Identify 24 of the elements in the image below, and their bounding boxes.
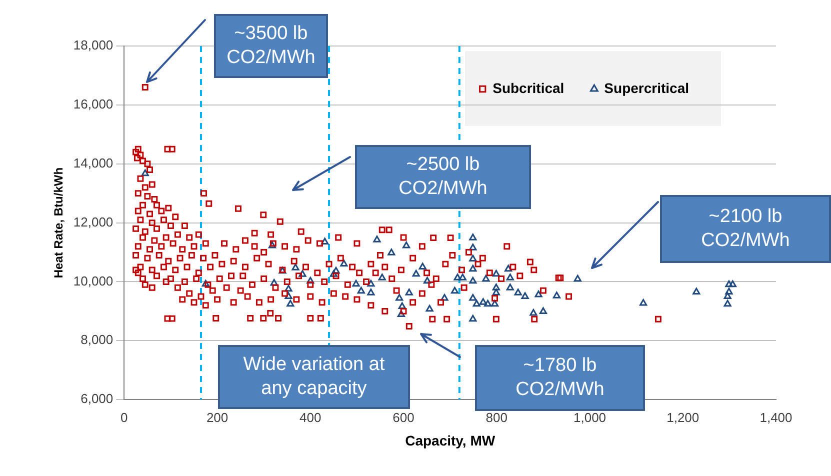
- y-tick-label: 16,000: [73, 96, 114, 112]
- x-tick-label: 1,200: [666, 410, 700, 425]
- x-axis-title: Capacity, MW: [405, 432, 496, 448]
- x-tick-label: 200: [206, 410, 228, 425]
- x-tick-label: 800: [486, 410, 508, 425]
- callout-box: ~2500 lb CO2/MWh: [355, 145, 531, 209]
- y-axis-title: Heat Rate, Btu/kWh: [52, 167, 66, 278]
- x-tick-label: 600: [392, 410, 414, 425]
- y-tick-label: 10,000: [73, 273, 114, 288]
- x-tick-label: 1,400: [760, 410, 792, 425]
- y-tick-label: 8,000: [80, 332, 114, 348]
- callout-box: ~1780 lb CO2/MWh: [475, 345, 645, 411]
- x-tick-label: 400: [300, 410, 322, 425]
- legend-label: Subcritical: [492, 80, 564, 96]
- callout-box: Wide variation at any capacity: [218, 345, 410, 409]
- y-tick-label: 18,000: [73, 38, 114, 53]
- y-tick-label: 6,000: [80, 391, 114, 406]
- x-tick-label: 0: [120, 410, 128, 425]
- legend-label: Supercritical: [604, 80, 690, 96]
- y-tick-label: 14,000: [73, 155, 114, 170]
- callout-box: ~3500 lb CO2/MWh: [214, 14, 328, 78]
- callout-box: ~2100 lb CO2/MWh: [660, 195, 831, 263]
- y-tick-label: 12,000: [73, 214, 114, 230]
- x-tick-label: 1,000: [573, 410, 606, 425]
